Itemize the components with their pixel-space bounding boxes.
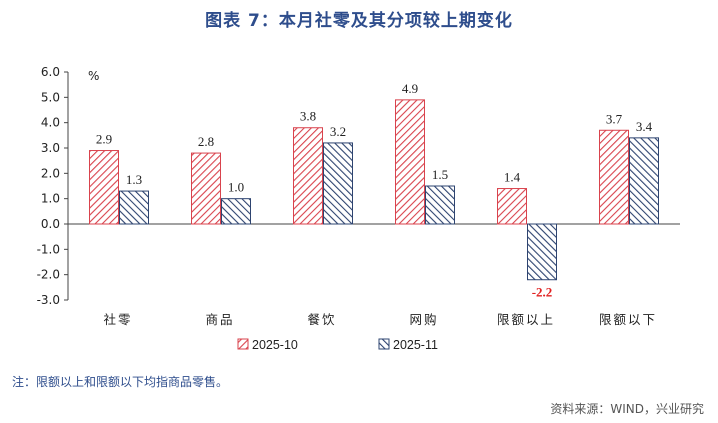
bar-series2-3 (425, 185, 455, 225)
data-label: 1.0 (228, 180, 244, 195)
legend-label-2: 2025-11 (393, 338, 438, 352)
data-label: 1.3 (126, 172, 142, 187)
chart-title: 图表 7：本月社零及其分项较上期变化 (205, 11, 513, 31)
y-tick-label: 5.0 (41, 90, 60, 104)
bar-series2-5 (629, 137, 659, 225)
data-label: 4.9 (402, 81, 418, 96)
data-label: 3.7 (606, 111, 623, 126)
data-label: 3.8 (300, 109, 316, 124)
data-label: -2.2 (532, 285, 553, 300)
y-unit-label: % (88, 69, 99, 83)
bar-series1-4 (497, 188, 527, 225)
bar-series1-3 (395, 99, 425, 225)
data-label: 1.5 (432, 167, 448, 182)
y-tick-label: -2.0 (37, 268, 60, 282)
y-tick-label: 0.0 (41, 217, 60, 231)
y-tick-label: 1.0 (41, 192, 60, 206)
bar-series1-1 (191, 152, 221, 225)
source-note: 资料来源：WIND，兴业研究 (550, 402, 704, 416)
data-label: 3.2 (330, 124, 346, 139)
y-tick-label: -3.0 (37, 293, 60, 307)
y-tick-label: 4.0 (41, 116, 60, 130)
data-label: 3.4 (636, 119, 653, 134)
x-tick-label: 限额以上 (497, 312, 555, 327)
bar-series2-4 (527, 223, 557, 281)
x-tick-label: 社零 (103, 312, 132, 327)
bar-series2-2 (323, 142, 353, 225)
y-tick-label: 6.0 (41, 65, 60, 79)
x-tick-label: 限额以下 (599, 312, 657, 327)
bar-series1-2 (293, 127, 323, 225)
bar-series2-0 (119, 190, 149, 225)
data-label: 1.4 (504, 170, 521, 185)
legend-label-1: 2025-10 (252, 338, 298, 352)
x-tick-label: 商品 (205, 312, 234, 327)
data-label: 2.9 (96, 132, 112, 147)
y-tick-label: 2.0 (41, 166, 60, 180)
bar-series1-5 (599, 129, 629, 225)
bar-series1-0 (89, 150, 119, 225)
legend-swatch-1 (237, 338, 249, 350)
x-tick-label: 网购 (409, 312, 438, 327)
bar-series2-1 (221, 198, 251, 225)
data-label: 2.8 (198, 134, 214, 149)
y-tick-label: 3.0 (41, 141, 60, 155)
footnote: 注：限额以上和限额以下均指商品零售。 (12, 375, 229, 389)
y-tick-label: -1.0 (37, 242, 60, 256)
legend-swatch-2 (378, 338, 390, 350)
x-tick-label: 餐饮 (307, 312, 336, 327)
